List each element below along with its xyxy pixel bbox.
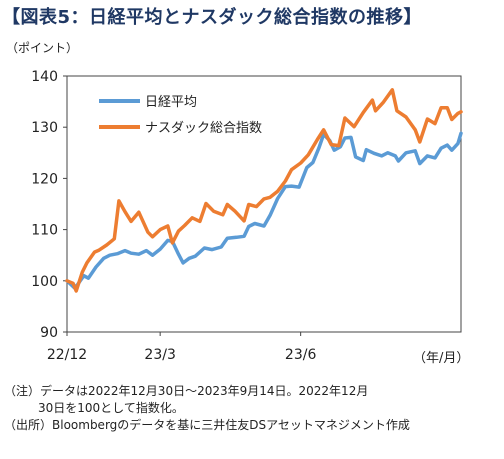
note-line-1: （注）データは2022年12月30日～2023年9月14日。2022年12月 xyxy=(4,384,369,398)
y-tick-label: 120 xyxy=(31,171,58,187)
axes: 90 100 110 120 130 140 22/12 23/3 23/6 xyxy=(31,69,462,363)
y-tick-label: 100 xyxy=(31,274,58,290)
y-tick-label: 140 xyxy=(31,69,58,85)
x-tick-label: 22/12 xyxy=(47,347,87,363)
plot-frame xyxy=(66,75,462,333)
source-line: （出所）Bloombergのデータを基に三井住友DSアセットマネジメント作成 xyxy=(4,418,410,432)
series-line-1 xyxy=(65,131,463,290)
x-tick-label: 23/3 xyxy=(144,347,175,363)
footnotes: （注）データは2022年12月30日～2023年9月14日。2022年12月 3… xyxy=(4,383,410,434)
y-axis-label: （ポイント） xyxy=(6,41,78,55)
series-line-2 xyxy=(65,88,463,293)
y-tick-label: 90 xyxy=(40,325,58,341)
x-axis-label: （年/月） xyxy=(413,351,469,366)
note-line-2: 30日を100として指数化。 xyxy=(38,401,184,415)
legend-label-2: ナスダック総合指数 xyxy=(145,121,262,136)
line-chart: （ポイント） （年/月） 90 100 110 120 130 140 22/12 23/3 2… xyxy=(6,41,469,366)
y-tick-label: 130 xyxy=(31,120,58,136)
y-tick-label: 110 xyxy=(31,223,58,239)
series-lines xyxy=(65,88,463,293)
x-tick-label: 23/6 xyxy=(285,347,317,363)
legend-label-1: 日経平均 xyxy=(145,95,197,110)
chart-title: 【図表5：日経平均とナスダック総合指数の推移】 xyxy=(2,7,423,28)
